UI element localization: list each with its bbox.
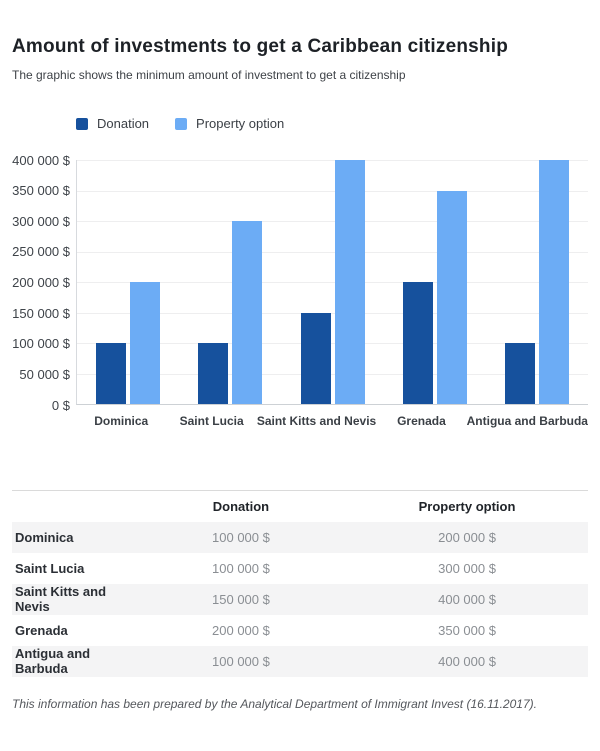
country-cell: Saint Kitts and Nevis (15, 584, 107, 614)
footer-note: This information has been prepared by th… (12, 696, 537, 711)
legend-swatch-icon (76, 117, 88, 130)
donation-bar (402, 282, 433, 404)
bar-group (179, 160, 281, 404)
property-option-bar (538, 160, 569, 404)
bar-group (281, 160, 383, 404)
bar-groups (77, 160, 588, 404)
property-option-bar (130, 282, 161, 404)
value-cell: 200 000 $ (438, 529, 496, 545)
table-row: Grenada 200 000 $ 350 000 $ (12, 615, 588, 646)
value-cell: 100 000 $ (212, 529, 270, 545)
property-option-bar (232, 221, 263, 404)
gridline (77, 160, 588, 161)
bar-group (486, 160, 588, 404)
gridline (77, 282, 588, 283)
gridline (77, 343, 588, 344)
table-header-cell: Donation (212, 498, 270, 514)
bar-chart: 400 000 $ 350 000 $ 300 000 $ 250 000 $ 200 … (0, 145, 600, 441)
y-tick-label: 150 000 $ (12, 305, 70, 321)
x-category-label: Antigua and Barbuda (466, 414, 588, 428)
plot-area (76, 160, 588, 405)
data-table: Donation Property option Dominica 100 000 … (12, 490, 588, 677)
table-header-cell: Property option (418, 498, 516, 514)
gridline (77, 373, 588, 375)
x-category-label: Dominica (94, 414, 149, 428)
gridline (77, 221, 588, 222)
table-row: Antigua and Barbuda 100 000 $ 400 000 $ (12, 645, 588, 677)
legend-swatch-icon (175, 117, 188, 130)
legend-item-property-option: Property option (175, 116, 284, 131)
gridline (77, 312, 588, 314)
value-cell: 150 000 $ (212, 591, 270, 607)
chart-legend: Donation Property option (76, 116, 600, 131)
table-header-cell (12, 491, 136, 522)
property-option-bar (334, 160, 365, 404)
gridline (77, 190, 588, 192)
page-title: Amount of investments to get a Caribbean… (12, 36, 509, 57)
legend-label: Donation (97, 116, 150, 131)
y-tick-label: 50 000 $ (19, 366, 70, 382)
value-cell: 400 000 $ (438, 591, 496, 607)
x-category-label: Saint Lucia (179, 414, 244, 428)
donation-bar (198, 343, 229, 404)
y-tick-label: 250 000 $ (12, 244, 70, 260)
bar-group (384, 160, 486, 404)
value-cell: 100 000 $ (212, 653, 270, 669)
x-category-label: Grenada (397, 414, 446, 428)
gridline (77, 251, 588, 253)
table-header: Donation Property option (12, 491, 588, 522)
donation-bar (504, 343, 535, 404)
value-cell: 200 000 $ (212, 622, 270, 638)
country-cell: Dominica (15, 529, 74, 545)
value-cell: 350 000 $ (438, 622, 496, 638)
donation-bar (96, 343, 127, 404)
value-cell: 400 000 $ (438, 653, 496, 669)
legend-item-donation: Donation (76, 116, 149, 131)
table-row: Saint Kitts and Nevis 150 000 $ 400 000 $ (12, 583, 588, 615)
y-tick-label: 100 000 $ (12, 336, 70, 352)
y-tick-label: 0 $ (51, 397, 70, 413)
page-subtitle: The graphic shows the minimum amount of … (12, 68, 406, 82)
table-row: Saint Lucia 100 000 $ 300 000 $ (12, 553, 588, 584)
bar-group (77, 160, 179, 404)
donation-bar (300, 312, 331, 404)
table-row: Dominica 100 000 $ 200 000 $ (12, 521, 588, 553)
value-cell: 300 000 $ (438, 560, 496, 576)
country-cell: Saint Lucia (15, 560, 85, 576)
x-category-label: Saint Kitts and Nevis (256, 414, 377, 428)
legend-label: Property option (196, 116, 285, 131)
country-cell: Antigua and Barbuda (15, 646, 91, 676)
property-option-bar (436, 190, 467, 404)
y-tick-label: 350 000 $ (12, 183, 70, 199)
x-axis-labels: Dominica Saint Lucia Saint Kitts and Nevis… (76, 414, 588, 428)
y-tick-label: 400 000 $ (12, 152, 70, 168)
y-tick-label: 200 000 $ (12, 275, 70, 290)
y-tick-label: 300 000 $ (12, 213, 70, 229)
country-cell: Grenada (15, 622, 68, 638)
value-cell: 100 000 $ (212, 560, 270, 576)
